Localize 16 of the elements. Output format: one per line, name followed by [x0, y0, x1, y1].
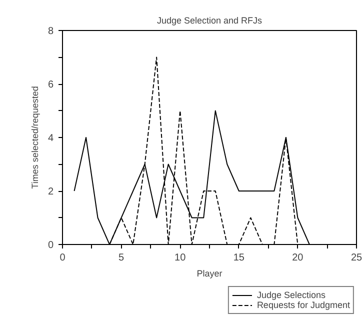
x-axis-title: Player	[196, 268, 222, 278]
legend-label: Judge Selections	[256, 290, 326, 300]
y-tick-label: 6	[48, 80, 54, 90]
x-tick-label: 0	[60, 252, 66, 264]
y-tick-label: 8	[48, 26, 54, 37]
y-tick-label: 0	[48, 240, 54, 251]
y-axis-title: Times selected/requested	[30, 86, 40, 189]
x-tick-label: 25	[350, 252, 362, 264]
x-tick-label: 5	[118, 252, 125, 264]
x-tick-label: 20	[292, 252, 304, 264]
x-tick-label: 10	[174, 252, 186, 264]
x-tick-label: 15	[233, 252, 245, 264]
y-tick-label: 4	[48, 133, 54, 144]
y-tick-label: 2	[48, 186, 54, 198]
legend-label: Requests for Judgment	[256, 300, 350, 310]
chart-title: Judge Selection and RFJs	[156, 16, 263, 26]
